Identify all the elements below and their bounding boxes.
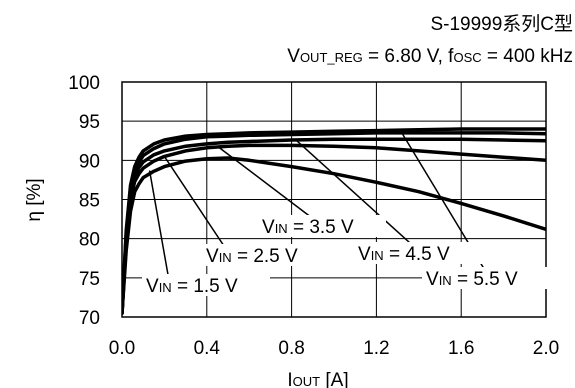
- series-label-2: VIN = 3.5 V: [262, 217, 354, 238]
- label-background-4: [422, 267, 550, 289]
- y-tick-label-4: 90: [79, 151, 100, 172]
- series-label-v-1: V: [206, 246, 219, 267]
- y-axis-label: η [%]: [24, 178, 45, 221]
- series-label-rest-0: = 1.5 V: [172, 276, 238, 297]
- y-tick-label-6: 100: [68, 73, 100, 94]
- leader-line-2: [216, 145, 321, 225]
- x-tick-label-0: 0.0: [109, 338, 135, 359]
- leader-line-0: [148, 170, 171, 287]
- series-label-sub-2: IN: [275, 221, 288, 236]
- subtitle-f-rest: = 400 kHz: [482, 46, 573, 67]
- series-label-v-4: V: [426, 269, 439, 290]
- series-line-0: [122, 156, 546, 315]
- series-label-4: VIN = 5.5 V: [426, 269, 518, 290]
- y-tick-label-5: 95: [79, 112, 100, 133]
- leader-line-3: [295, 139, 421, 253]
- series-label-rest-3: = 4.5 V: [384, 244, 450, 265]
- x-axis-label: IOUT [A]: [287, 370, 348, 388]
- series-label-rest-1: = 2.5 V: [232, 246, 298, 267]
- series-label-v-0: V: [146, 276, 159, 297]
- tick-labels: 0.0 0.4 0.8 1.2 1.6 2.0 70 75 80 85 90 95 100: [68, 73, 559, 359]
- subtitle-f-sub: OSC: [453, 50, 481, 65]
- series-lines: [122, 127, 546, 315]
- chart-subtitle: VOUT_REG = 6.80 V, fOSC = 400 kHz: [287, 46, 573, 67]
- y-tick-label-2: 80: [79, 230, 100, 251]
- subtitle-v-rest: = 6.80 V, f: [363, 46, 454, 67]
- x-axis-label-main: I: [287, 370, 292, 388]
- series-label-rest-2: = 3.5 V: [288, 217, 354, 238]
- series-label-rest-4: = 5.5 V: [452, 269, 518, 290]
- subtitle-v: V: [287, 46, 300, 67]
- y-tick-label-1: 75: [79, 269, 100, 290]
- series-label-0: VIN = 1.5 V: [146, 276, 238, 297]
- series-label-v-2: V: [262, 217, 275, 238]
- x-tick-label-2: 0.8: [278, 338, 304, 359]
- chart-title: S-19999系列C型: [430, 13, 573, 35]
- x-axis-label-rest: [A]: [320, 370, 349, 388]
- x-tick-label-5: 2.0: [533, 338, 559, 359]
- subtitle-v-sub: OUT_REG: [300, 50, 363, 65]
- series-label-sub-3: IN: [371, 248, 384, 263]
- series-label-sub-4: IN: [439, 273, 452, 288]
- leader-line-1: [163, 156, 231, 256]
- label-background-2: [258, 215, 386, 237]
- series-line-4: [122, 127, 546, 315]
- y-tick-label-0: 70: [79, 308, 100, 329]
- x-tick-label-4: 1.6: [448, 338, 474, 359]
- label-background-1: [202, 244, 330, 266]
- x-axis-label-sub: OUT: [293, 374, 321, 388]
- y-tick-label-3: 85: [79, 191, 100, 212]
- series-label-3: VIN = 4.5 V: [358, 244, 450, 265]
- label-background-0: [142, 274, 270, 296]
- series-label-sub-0: IN: [159, 280, 172, 295]
- series-label-1: VIN = 2.5 V: [206, 246, 298, 267]
- series-label-sub-1: IN: [219, 250, 232, 265]
- label-background-3: [354, 242, 482, 264]
- x-tick-label-1: 0.4: [194, 338, 221, 359]
- series-label-v-3: V: [358, 244, 371, 265]
- x-tick-label-3: 1.2: [363, 338, 389, 359]
- plot-frame: [121, 81, 547, 318]
